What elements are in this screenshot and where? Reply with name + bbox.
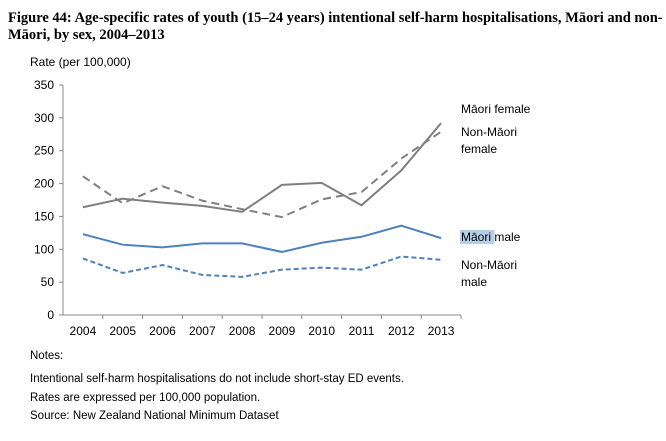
notes-heading: Notes: bbox=[30, 350, 64, 362]
series-label: Māori female bbox=[461, 102, 531, 116]
y-tick-label: 0 bbox=[47, 308, 54, 322]
x-tick-label: 2013 bbox=[428, 324, 455, 338]
y-tick-label: 200 bbox=[34, 177, 54, 191]
series-line bbox=[82, 224, 442, 253]
series-label: female bbox=[461, 142, 497, 156]
y-tick-label: 50 bbox=[41, 275, 55, 289]
y-tick-label: 300 bbox=[34, 111, 54, 125]
x-tick-label: 2004 bbox=[70, 324, 97, 338]
chart-title: Figure 44: Age-specific rates of youth (… bbox=[8, 10, 663, 43]
note-line: Source: New Zealand National Minimum Dat… bbox=[30, 410, 279, 422]
x-tick-label: 2007 bbox=[189, 324, 216, 338]
note-line: Intentional self-harm hospitalisations d… bbox=[30, 373, 404, 385]
x-tick-label: 2011 bbox=[349, 324, 375, 338]
series-line bbox=[82, 130, 442, 219]
y-tick-label: 350 bbox=[34, 78, 54, 92]
x-tick-label: 2012 bbox=[388, 324, 415, 338]
series-label: Non-Māori bbox=[461, 258, 517, 272]
note-line: Rates are expressed per 100,000 populati… bbox=[30, 392, 261, 404]
x-tick-label: 2006 bbox=[149, 324, 176, 338]
x-tick-label: 2008 bbox=[229, 324, 256, 338]
series-line bbox=[82, 255, 442, 278]
selection-highlight bbox=[460, 230, 495, 244]
series-label: male bbox=[461, 275, 487, 289]
y-tick-label: 250 bbox=[34, 144, 54, 158]
series-label: Non-Māori bbox=[461, 125, 517, 139]
x-tick-label: 2009 bbox=[269, 324, 296, 338]
y-tick-label: 150 bbox=[34, 209, 54, 223]
x-tick-label: 2005 bbox=[109, 324, 136, 338]
y-tick-label: 100 bbox=[34, 242, 54, 256]
series-label: Māori male bbox=[461, 230, 521, 244]
y-axis-label: Rate (per 100,000) bbox=[30, 55, 131, 69]
series-line bbox=[82, 122, 442, 213]
x-tick-label: 2010 bbox=[308, 324, 335, 338]
